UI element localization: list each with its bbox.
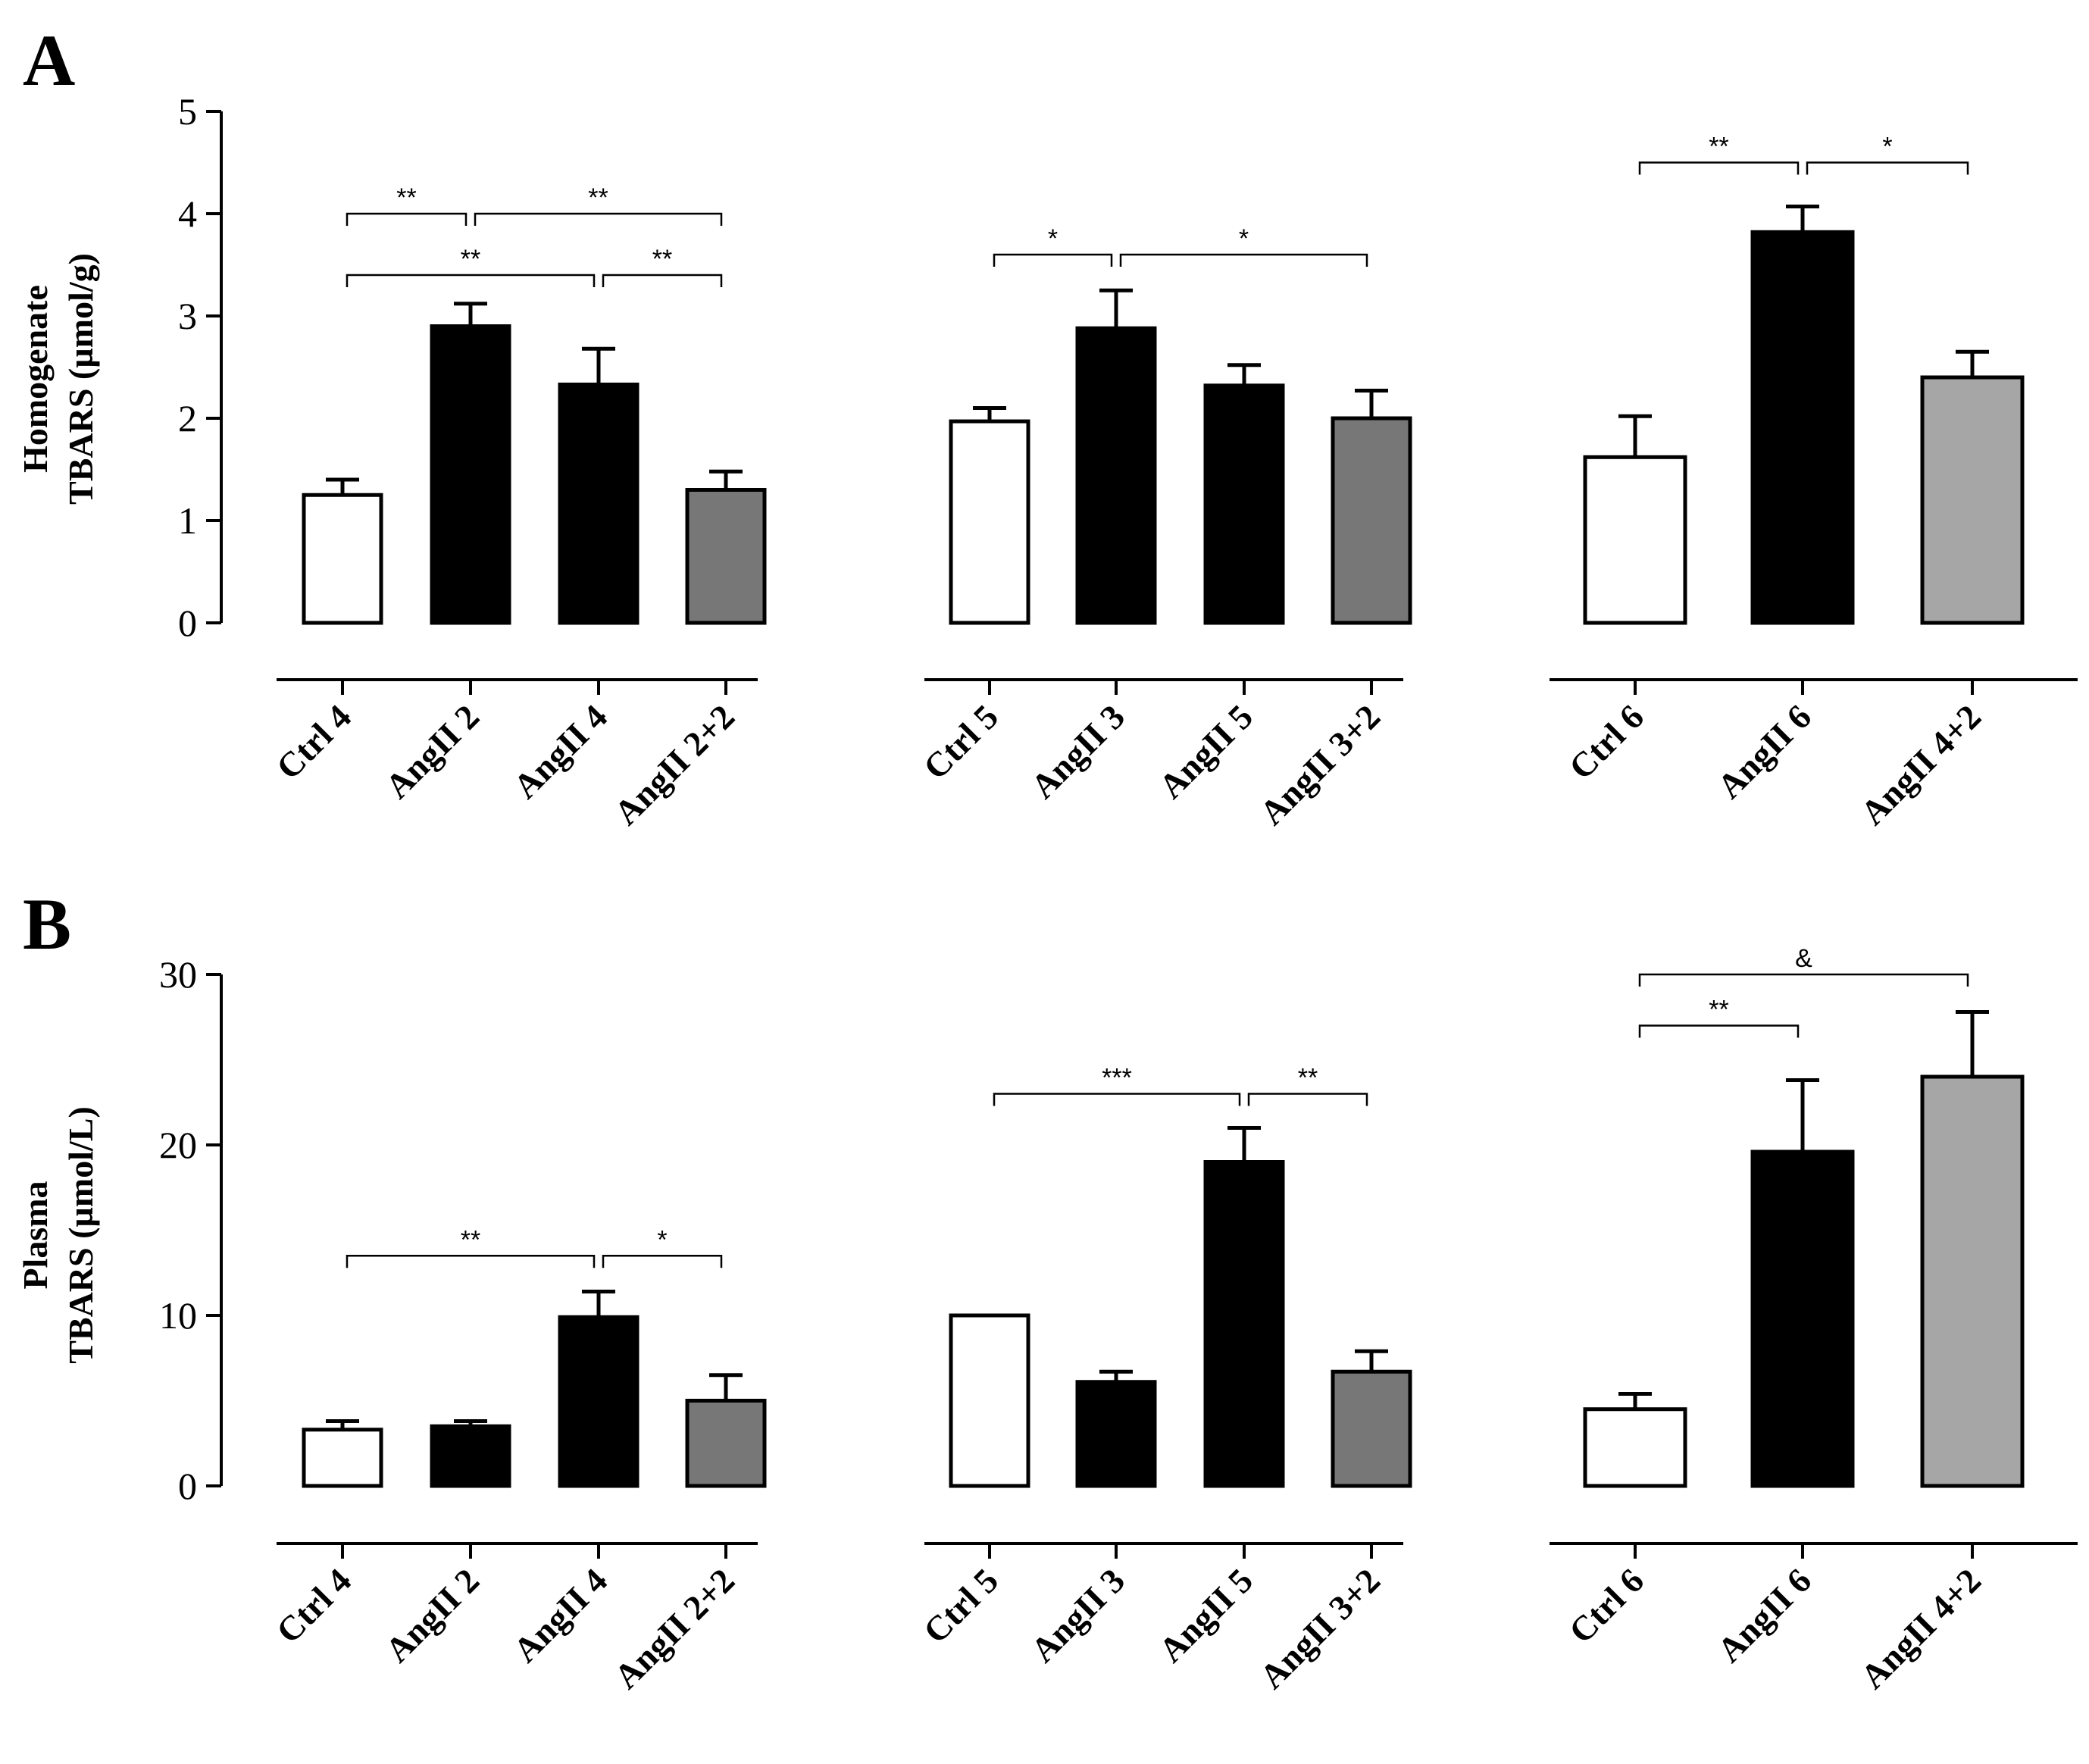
significance-label: ** bbox=[461, 1225, 480, 1254]
y-tick-label: 20 bbox=[159, 1124, 197, 1166]
significance-label: ** bbox=[461, 245, 480, 274]
significance-bracket bbox=[346, 274, 596, 287]
x-category-label: Ctrl 6 bbox=[1562, 697, 1651, 787]
panel-letter-a: A bbox=[23, 20, 75, 101]
x-category-label: AngII 2+2 bbox=[607, 1561, 742, 1696]
significance-bracket bbox=[1806, 161, 1969, 175]
bar bbox=[1750, 1149, 1855, 1488]
significance-bracket bbox=[602, 1255, 723, 1268]
significance-label: * bbox=[657, 1225, 667, 1254]
significance-bracket bbox=[474, 212, 723, 226]
significance-bracket bbox=[346, 212, 468, 226]
significance-bracket bbox=[1119, 253, 1368, 267]
significance-bracket bbox=[1638, 1024, 1800, 1038]
bar bbox=[685, 488, 767, 625]
significance-label: * bbox=[1048, 224, 1058, 253]
x-category-label: Ctrl 5 bbox=[916, 1561, 1005, 1650]
significance-label: *** bbox=[1102, 1064, 1132, 1093]
x-category-label: AngII 2 bbox=[377, 1561, 486, 1670]
x-category-label: AngII 5 bbox=[1151, 1561, 1260, 1670]
significance-label: ** bbox=[1298, 1064, 1318, 1093]
y-axis-label-line2: TBARS (µmol/L) bbox=[61, 1106, 100, 1364]
x-category-label: AngII 4+2 bbox=[1853, 1561, 1988, 1696]
x-category-label: AngII 4 bbox=[505, 1561, 615, 1670]
y-tick-label: 1 bbox=[178, 499, 197, 542]
significance-bracket bbox=[993, 1093, 1241, 1106]
bar bbox=[430, 1424, 511, 1488]
x-category-label: Ctrl 5 bbox=[916, 697, 1005, 787]
y-tick-label: 0 bbox=[178, 602, 197, 644]
bar bbox=[1331, 1369, 1412, 1488]
x-category-label: AngII 3 bbox=[1023, 697, 1132, 806]
bar bbox=[1075, 326, 1157, 625]
x-category-label: AngII 3+2 bbox=[1252, 697, 1387, 832]
bar bbox=[1583, 1407, 1687, 1488]
x-category-label: Ctrl 4 bbox=[269, 1561, 358, 1650]
x-category-label: AngII 3+2 bbox=[1252, 1561, 1387, 1696]
x-category-label: AngII 2 bbox=[377, 697, 486, 806]
bar bbox=[558, 1315, 640, 1488]
significance-bracket bbox=[1638, 973, 1969, 987]
x-category-label: AngII 3 bbox=[1023, 1561, 1132, 1670]
y-tick-label: 5 bbox=[178, 90, 197, 133]
x-category-label: AngII 6 bbox=[1709, 1561, 1818, 1670]
x-category-label: AngII 6 bbox=[1709, 697, 1818, 806]
bar bbox=[302, 493, 383, 625]
x-category-label: AngII 4+2 bbox=[1853, 697, 1988, 832]
y-tick-label: 3 bbox=[178, 295, 197, 337]
bar bbox=[949, 419, 1030, 625]
x-category-label: AngII 2+2 bbox=[607, 697, 742, 832]
significance-bracket bbox=[1247, 1093, 1368, 1106]
bar bbox=[1075, 1380, 1157, 1488]
significance-label: ** bbox=[396, 183, 416, 212]
significance-label: ** bbox=[588, 183, 608, 212]
bar bbox=[949, 1313, 1030, 1488]
y-axis-label-line1: Homogenate bbox=[16, 285, 55, 473]
significance-bracket bbox=[1638, 161, 1800, 175]
bar bbox=[1750, 230, 1855, 625]
y-axis-label-line2: TBARS (µmol/g) bbox=[61, 253, 100, 505]
x-category-label: Ctrl 6 bbox=[1562, 1561, 1651, 1650]
significance-label: & bbox=[1795, 944, 1812, 973]
x-category-label: Ctrl 4 bbox=[269, 697, 358, 787]
y-tick-label: 10 bbox=[159, 1294, 197, 1337]
significance-label: ** bbox=[1709, 133, 1728, 161]
bar bbox=[558, 382, 640, 625]
bar bbox=[1920, 375, 2025, 625]
bar bbox=[1203, 1160, 1285, 1488]
bar bbox=[430, 324, 511, 625]
bar bbox=[1331, 416, 1412, 625]
x-category-label: AngII 4 bbox=[505, 697, 615, 806]
significance-bracket bbox=[993, 253, 1113, 267]
y-tick-label: 2 bbox=[178, 397, 197, 439]
y-tick-label: 4 bbox=[178, 192, 197, 235]
y-axis-label-line1: Plasma bbox=[16, 1181, 55, 1289]
significance-label: * bbox=[1239, 224, 1249, 253]
bar bbox=[1583, 455, 1687, 625]
bar bbox=[1203, 383, 1285, 625]
bar bbox=[302, 1428, 383, 1488]
bar bbox=[1920, 1074, 2025, 1488]
significance-label: ** bbox=[652, 245, 672, 274]
panel-a: A Homogenate TBARS (µmol/g) 0 1 2 3 4 5 Ctrl 4… bbox=[16, 20, 2078, 832]
significance-label: ** bbox=[1709, 996, 1728, 1024]
y-tick-label: 0 bbox=[178, 1465, 197, 1507]
panel-letter-b: B bbox=[23, 884, 71, 965]
significance-bracket bbox=[602, 274, 723, 287]
significance-bracket bbox=[346, 1255, 596, 1268]
bar bbox=[685, 1399, 767, 1488]
x-category-label: AngII 5 bbox=[1151, 697, 1260, 806]
y-tick-label: 30 bbox=[159, 953, 197, 996]
significance-label: * bbox=[1882, 133, 1892, 161]
